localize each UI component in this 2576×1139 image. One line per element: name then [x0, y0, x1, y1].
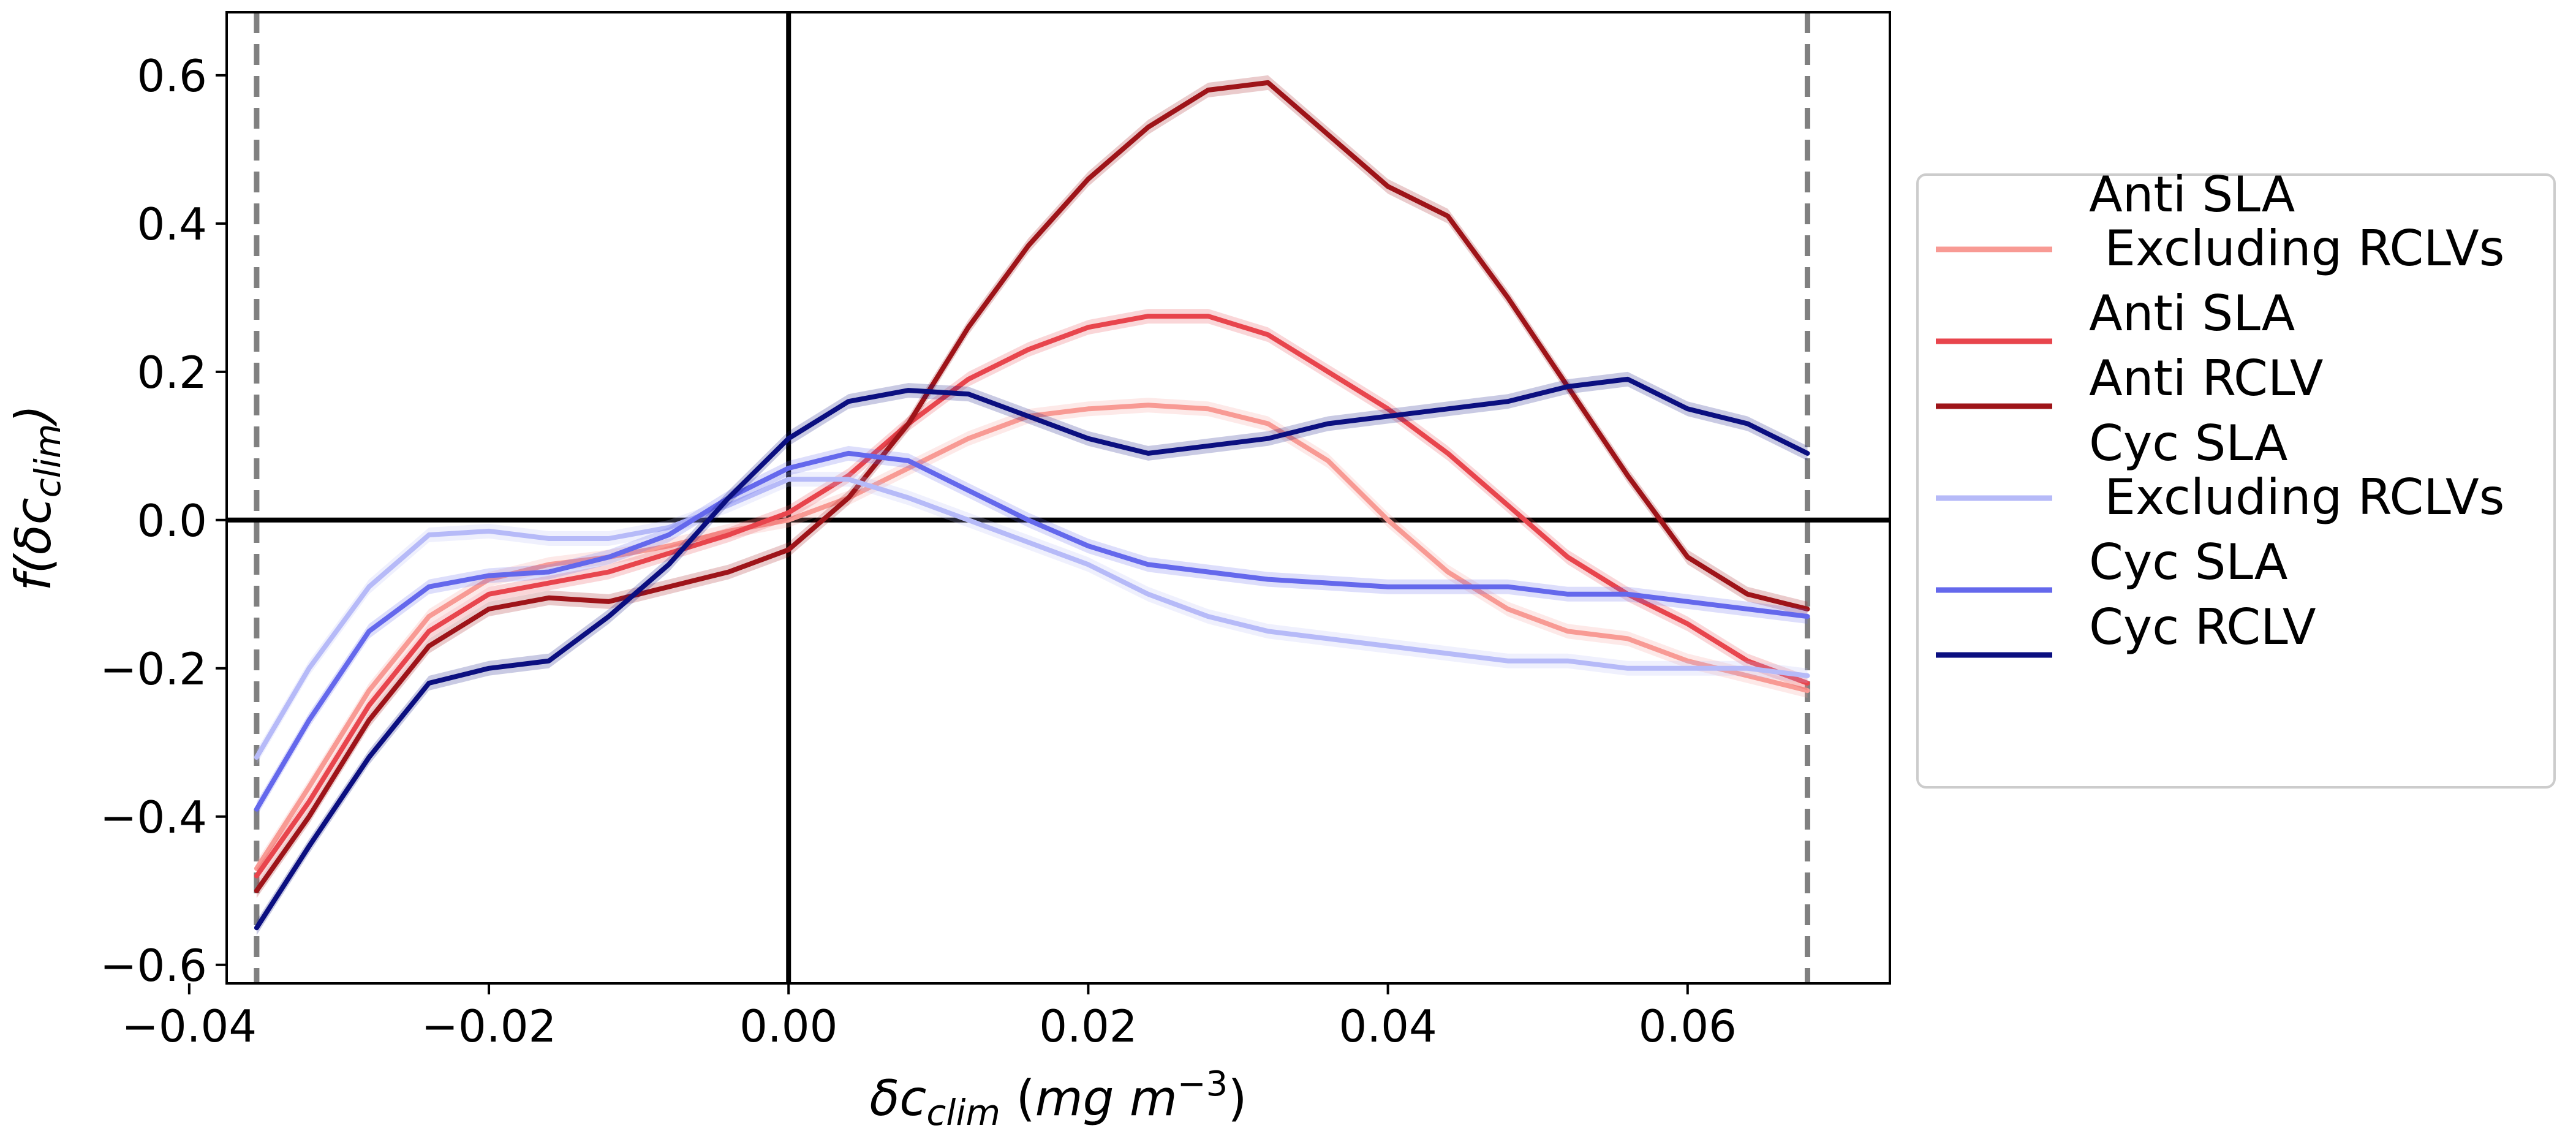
y-tick-label: 0.4 — [137, 199, 207, 250]
y-tick-label: −0.4 — [100, 792, 207, 843]
x-axis-label-sub: clim — [926, 1092, 1000, 1133]
x-axis-label-main: δc — [869, 1070, 926, 1127]
x-axis-label-units-sup: −3 — [1177, 1064, 1228, 1104]
y-axis-label-suffix: ) — [5, 404, 62, 426]
y-axis-label: f(δcclim) — [5, 404, 69, 591]
plot-frame — [225, 11, 1891, 985]
series-band-5 — [256, 371, 1808, 936]
legend-label-0: Anti SLA Excluding RCLVs — [2089, 166, 2504, 277]
legend-label-3: Cyc SLA Excluding RCLVs — [2089, 415, 2504, 526]
series-band-4 — [256, 445, 1808, 817]
x-tick-label: −0.02 — [421, 1001, 557, 1052]
reference-lines — [227, 12, 1890, 983]
legend-label-2: Anti RCLV — [2089, 350, 2324, 407]
legend-label-4: Cyc SLA — [2089, 534, 2288, 591]
x-tick-label: 0.06 — [1639, 1001, 1737, 1052]
x-tick-label: 0.04 — [1339, 1001, 1437, 1052]
x-axis-label: δcclim (mg m−3) — [869, 1064, 1247, 1133]
x-axis-label-units-close: ) — [1228, 1070, 1247, 1127]
y-tick-label: 0.2 — [137, 347, 207, 398]
series-line-5 — [254, 376, 1810, 931]
series-line-2 — [254, 80, 1810, 893]
x-tick-label: −0.04 — [122, 1001, 257, 1052]
x-axis-label-units-open: ( — [1000, 1070, 1035, 1127]
series-band-2 — [256, 75, 1808, 898]
series-line-3 — [254, 477, 1810, 760]
y-tick-label: 0.0 — [137, 495, 207, 547]
x-axis: −0.04 −0.02 0.00 0.02 0.04 0.06 — [122, 983, 1737, 1052]
y-tick-label: −0.6 — [100, 940, 207, 991]
y-axis: 0.6 0.4 0.2 0.0 −0.2 −0.4 −0.6 — [100, 50, 227, 991]
series-band-0 — [256, 398, 1808, 876]
y-tick-label: −0.2 — [100, 643, 207, 695]
x-tick-label: 0.00 — [739, 1001, 837, 1052]
legend-label-1: Anti SLA — [2089, 285, 2295, 342]
series-line-4 — [254, 450, 1810, 812]
x-tick-label: 0.02 — [1039, 1001, 1137, 1052]
legend: Anti SLA Excluding RCLVs Anti SLA Anti RCL… — [1916, 166, 2556, 789]
series-line-1 — [254, 314, 1810, 879]
x-axis-label-units: mg m — [1035, 1070, 1177, 1127]
y-axis-label-prefix: f(δc — [5, 498, 62, 591]
y-tick-label: 0.6 — [137, 50, 207, 102]
legend-label-5: Cyc RCLV — [2089, 599, 2316, 656]
series-layer — [254, 75, 1810, 936]
legend-frame — [1916, 173, 2556, 789]
y-axis-label-sub: clim — [27, 424, 69, 498]
